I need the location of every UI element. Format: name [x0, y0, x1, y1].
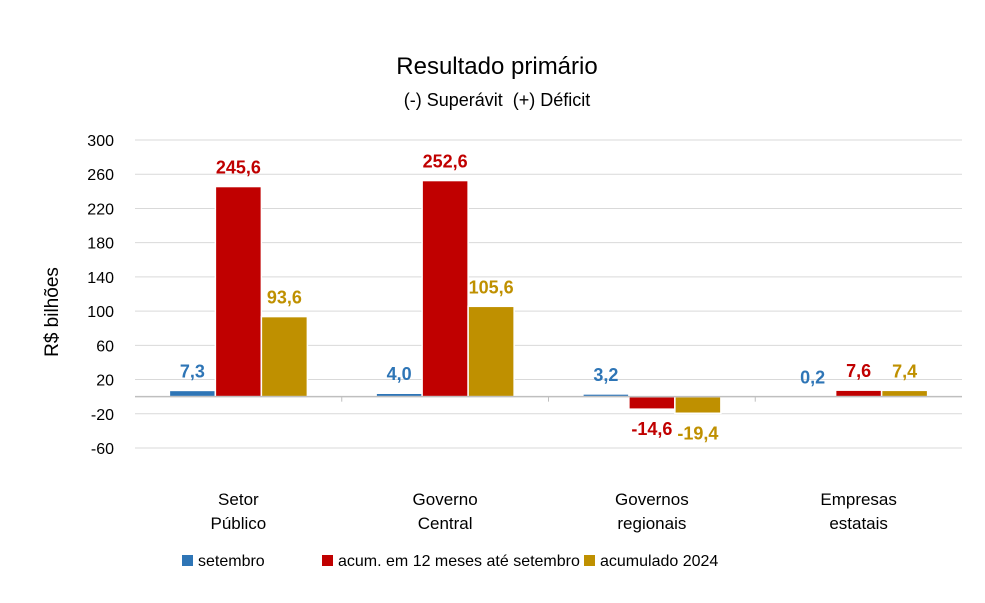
y-tick-label: 300: [87, 133, 114, 150]
data-label: 245,6: [216, 158, 261, 178]
data-label: 105,6: [469, 277, 514, 297]
bar: [880, 389, 929, 398]
category-label-line: Setor: [218, 490, 259, 509]
legend-label: acumulado 2024: [600, 553, 718, 570]
legend-swatch: [584, 555, 595, 566]
y-tick-label: -60: [91, 441, 114, 458]
y-tick-label: 60: [96, 338, 114, 355]
y-axis-label: R$ bilhões: [42, 267, 63, 357]
bar: [674, 395, 722, 415]
bar: [168, 389, 217, 398]
y-tick-label: 100: [87, 304, 114, 321]
category-label-line: regionais: [617, 514, 686, 533]
data-label: 3,2: [593, 365, 618, 385]
data-label: 252,6: [423, 152, 468, 172]
legend: setembro acum. em 12 meses até setembro ac…: [182, 553, 718, 570]
category-label-line: Empresas: [820, 490, 897, 509]
data-labels: 7,3 4,0 3,2 0,2 245,6 252,6 -14,6 7,6 93,6 105,6 -…: [180, 152, 917, 444]
data-label: 7,4: [892, 361, 917, 381]
category-label: Setor Público: [210, 490, 266, 533]
data-label: -14,6: [631, 419, 672, 439]
bar: [834, 389, 883, 398]
y-tick-label: 140: [87, 270, 114, 287]
data-label: 7,3: [180, 361, 205, 381]
data-label: 4,0: [387, 364, 412, 384]
legend-label: setembro: [198, 553, 265, 570]
y-tick-labels: 300 260 220 180 140 100 60 20 -20 -60: [87, 133, 114, 458]
data-label: 93,6: [267, 288, 302, 308]
bar: [214, 185, 263, 398]
x-axis: [135, 395, 962, 402]
data-label: 7,6: [846, 361, 871, 381]
category-label-line: Governos: [615, 490, 689, 509]
legend-swatch: [322, 555, 333, 566]
category-label: Empresas estatais: [820, 490, 897, 533]
category-labels: Setor Público Governo Central Governos region…: [210, 490, 896, 533]
bar: [628, 395, 676, 410]
chart-title: Resultado primário: [396, 53, 597, 80]
y-tick-label: -20: [91, 407, 114, 424]
bars: [168, 179, 929, 415]
category-label: Governo Central: [413, 490, 478, 533]
category-label-line: Governo: [413, 490, 478, 509]
data-label: 0,2: [800, 367, 825, 387]
category-label-line: estatais: [829, 514, 888, 533]
y-tick-label: 20: [96, 373, 114, 390]
bar: [421, 179, 469, 398]
category-label-line: Público: [210, 514, 266, 533]
chart-subtitle: (-) Superávit (+) Déficit: [404, 90, 591, 110]
category-label-line: Central: [418, 514, 473, 533]
legend-label: acum. em 12 meses até setembro: [338, 553, 580, 570]
y-tick-label: 260: [87, 167, 114, 184]
category-label: Governos regionais: [615, 490, 689, 533]
bar: [260, 315, 309, 398]
y-tick-label: 180: [87, 236, 114, 253]
legend-swatch: [182, 555, 193, 566]
bar: [467, 305, 515, 398]
data-label: -19,4: [677, 423, 718, 443]
y-tick-label: 220: [87, 201, 114, 218]
